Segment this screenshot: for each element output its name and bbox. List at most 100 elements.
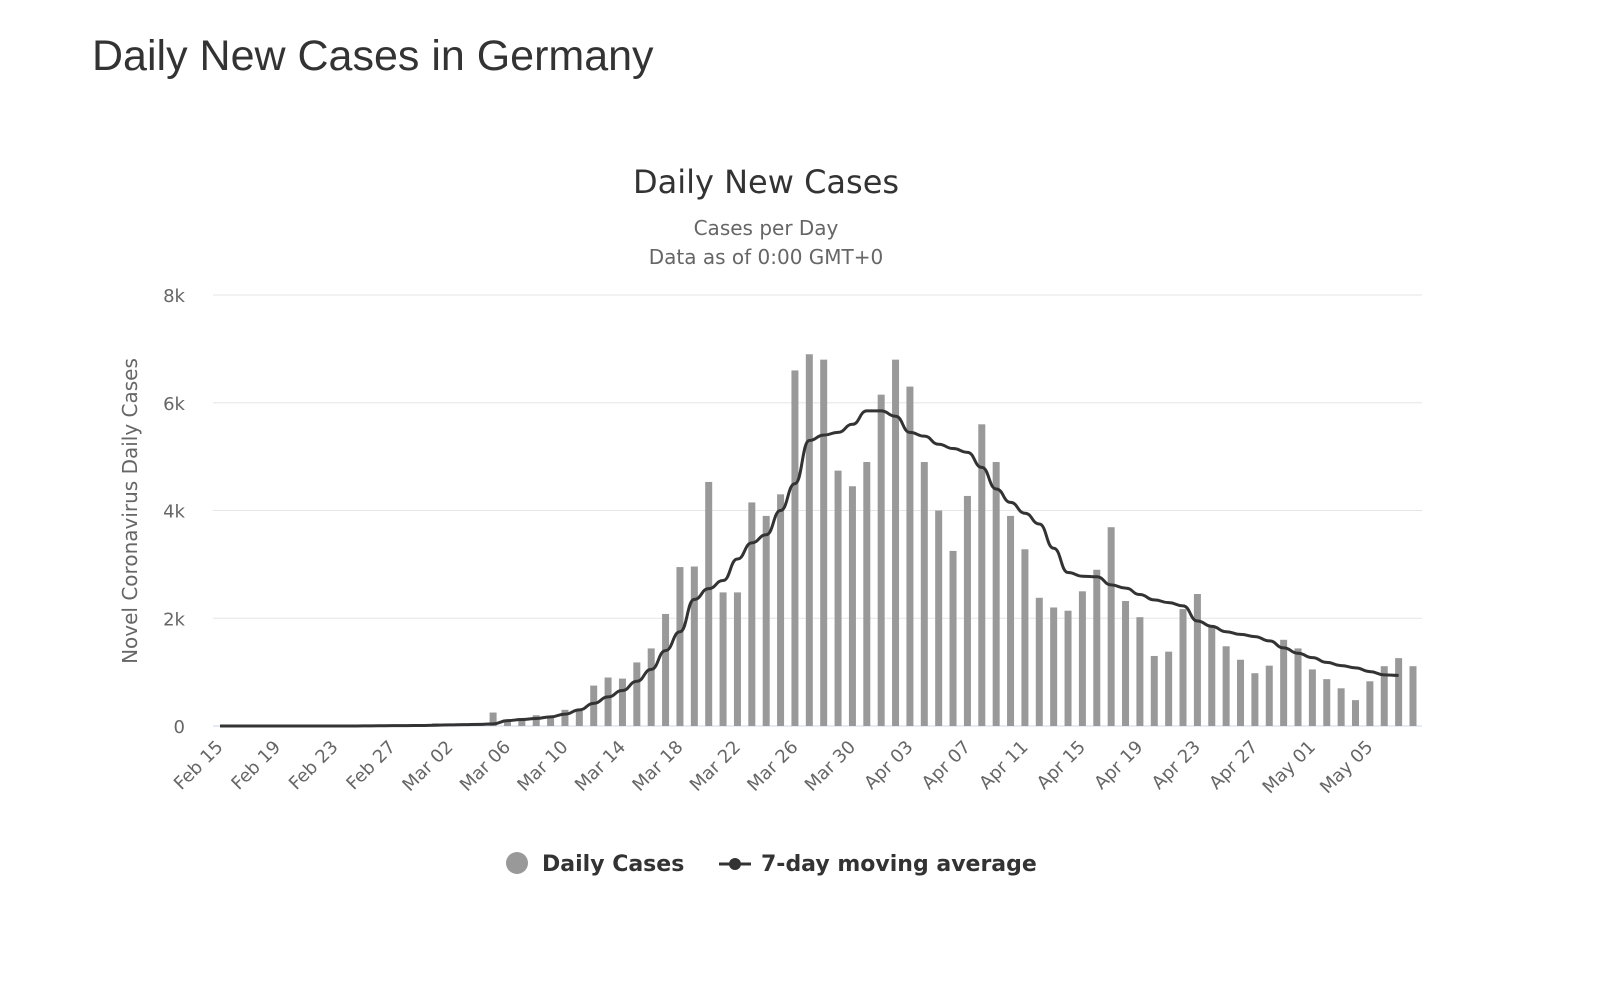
chart-subtitle-2: Data as of 0:00 GMT+0 bbox=[649, 245, 884, 269]
bar-daily-cases[interactable] bbox=[532, 715, 540, 726]
x-tick-label: Feb 23 bbox=[285, 737, 343, 795]
bar-daily-cases[interactable] bbox=[1021, 549, 1029, 726]
bar-daily-cases[interactable] bbox=[1251, 673, 1259, 726]
bar-daily-cases[interactable] bbox=[503, 719, 511, 726]
legend-daily-cases-marker bbox=[506, 852, 528, 874]
x-tick-label: May 01 bbox=[1259, 737, 1320, 798]
x-tick-label: Mar 14 bbox=[571, 737, 630, 796]
bar-daily-cases[interactable] bbox=[1323, 679, 1331, 726]
bar-daily-cases[interactable] bbox=[834, 470, 842, 726]
x-tick-label: Mar 18 bbox=[628, 737, 687, 796]
x-tick-label: Apr 23 bbox=[1148, 737, 1205, 794]
bar-daily-cases[interactable] bbox=[992, 462, 1000, 726]
x-tick-label: Apr 11 bbox=[975, 737, 1032, 794]
bar-daily-cases[interactable] bbox=[733, 592, 741, 726]
bar-daily-cases[interactable] bbox=[1222, 646, 1230, 726]
x-tick-label: Mar 26 bbox=[743, 737, 802, 796]
bar-daily-cases[interactable] bbox=[1035, 597, 1043, 726]
bar-daily-cases[interactable] bbox=[935, 510, 943, 727]
bar-daily-cases[interactable] bbox=[1294, 648, 1302, 726]
x-tick-label: Mar 30 bbox=[801, 737, 860, 796]
bar-daily-cases[interactable] bbox=[1179, 609, 1187, 726]
bar-daily-cases[interactable] bbox=[1208, 626, 1216, 726]
bar-daily-cases[interactable] bbox=[1308, 669, 1316, 726]
x-tick-label: Apr 27 bbox=[1205, 737, 1262, 794]
y-tick-label: 8k bbox=[163, 286, 185, 307]
bar-daily-cases[interactable] bbox=[1050, 607, 1058, 726]
x-tick-label: Apr 03 bbox=[860, 737, 917, 794]
x-tick-label: Apr 07 bbox=[918, 737, 975, 794]
bar-daily-cases[interactable] bbox=[1064, 610, 1072, 726]
bar-daily-cases[interactable] bbox=[877, 394, 885, 726]
bar-daily-cases[interactable] bbox=[705, 481, 713, 726]
bar-daily-cases[interactable] bbox=[690, 566, 698, 726]
x-tick-label: Apr 19 bbox=[1090, 737, 1147, 794]
x-tick-label: May 05 bbox=[1316, 737, 1377, 798]
bar-daily-cases[interactable] bbox=[647, 648, 655, 726]
bar-daily-cases[interactable] bbox=[633, 662, 641, 726]
bar-daily-cases[interactable] bbox=[662, 613, 670, 726]
bar-daily-cases[interactable] bbox=[1165, 651, 1173, 726]
bar-daily-cases[interactable] bbox=[575, 710, 583, 726]
legend-daily-cases[interactable]: Daily Cases bbox=[506, 852, 684, 877]
x-tick-label: Mar 22 bbox=[686, 737, 745, 796]
legend-daily-cases-label: Daily Cases bbox=[542, 852, 684, 877]
bar-daily-cases[interactable] bbox=[920, 462, 928, 726]
legend-moving-average-marker bbox=[729, 858, 741, 870]
bar-daily-cases[interactable] bbox=[547, 717, 555, 726]
chart-subtitle: Cases per Day bbox=[694, 216, 839, 240]
page-title: Daily New Cases in Germany bbox=[92, 32, 654, 80]
bar-daily-cases[interactable] bbox=[1280, 639, 1288, 726]
x-tick-label: Mar 10 bbox=[513, 737, 572, 796]
bar-daily-cases[interactable] bbox=[1093, 569, 1101, 726]
bar-daily-cases[interactable] bbox=[848, 486, 856, 726]
bar-daily-cases[interactable] bbox=[820, 359, 828, 726]
bar-daily-cases[interactable] bbox=[805, 354, 813, 726]
x-tick-label: Mar 02 bbox=[398, 737, 457, 796]
bar-daily-cases[interactable] bbox=[1007, 515, 1015, 726]
bar-daily-cases[interactable] bbox=[748, 502, 756, 726]
bar-daily-cases[interactable] bbox=[590, 685, 598, 726]
bar-daily-cases[interactable] bbox=[906, 386, 914, 726]
bar-daily-cases[interactable] bbox=[618, 678, 626, 726]
bar-daily-cases[interactable] bbox=[719, 592, 727, 726]
bar-daily-cases[interactable] bbox=[604, 677, 612, 726]
bar-daily-cases[interactable] bbox=[1352, 700, 1360, 726]
bar-daily-cases[interactable] bbox=[1078, 591, 1086, 726]
bar-daily-cases[interactable] bbox=[1107, 527, 1115, 726]
bar-daily-cases[interactable] bbox=[1150, 655, 1158, 726]
bar-daily-cases[interactable] bbox=[777, 494, 785, 726]
bar-daily-cases[interactable] bbox=[863, 462, 871, 726]
bar-daily-cases[interactable] bbox=[1380, 666, 1388, 726]
bar-daily-cases[interactable] bbox=[1265, 665, 1273, 726]
x-tick-label: Feb 15 bbox=[170, 737, 228, 795]
legend-moving-average-label: 7-day moving average bbox=[761, 852, 1037, 877]
bar-daily-cases[interactable] bbox=[978, 424, 986, 726]
bar-daily-cases[interactable] bbox=[1337, 688, 1345, 726]
bar-daily-cases[interactable] bbox=[489, 712, 497, 726]
x-tick-label: Mar 06 bbox=[456, 737, 515, 796]
bar-daily-cases[interactable] bbox=[676, 567, 684, 726]
bar-daily-cases[interactable] bbox=[963, 495, 971, 726]
bar-daily-cases[interactable] bbox=[518, 718, 526, 726]
bar-daily-cases[interactable] bbox=[791, 370, 799, 726]
chart-title: Daily New Cases bbox=[633, 163, 899, 201]
bar-daily-cases[interactable] bbox=[1409, 666, 1417, 726]
bar-daily-cases[interactable] bbox=[762, 515, 770, 726]
x-tick-label: Feb 19 bbox=[227, 737, 285, 795]
y-tick-label: 6k bbox=[163, 394, 185, 415]
x-tick-label: Apr 15 bbox=[1033, 737, 1090, 794]
x-tick-label: Feb 27 bbox=[342, 737, 400, 795]
bar-daily-cases[interactable] bbox=[1237, 659, 1245, 726]
bar-daily-cases[interactable] bbox=[1193, 594, 1201, 726]
bar-daily-cases[interactable] bbox=[1136, 617, 1144, 726]
bar-daily-cases[interactable] bbox=[892, 359, 900, 726]
bar-daily-cases[interactable] bbox=[1366, 681, 1374, 726]
bar-daily-cases[interactable] bbox=[1122, 601, 1130, 726]
bar-daily-cases[interactable] bbox=[949, 550, 957, 726]
y-tick-label: 2k bbox=[163, 609, 185, 630]
bar-daily-cases[interactable] bbox=[561, 709, 569, 726]
moving-average-line[interactable] bbox=[219, 409, 1399, 728]
legend-moving-average[interactable]: 7-day moving average bbox=[719, 852, 1037, 877]
bar-daily-cases[interactable] bbox=[1395, 658, 1403, 726]
